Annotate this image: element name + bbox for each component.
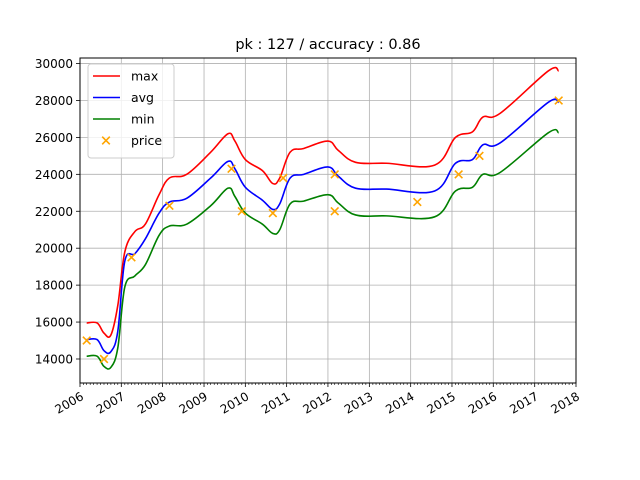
price-marker xyxy=(237,206,247,216)
y-tick-label: 16000 xyxy=(35,316,73,330)
price-marker xyxy=(330,169,340,179)
price-marker xyxy=(412,197,422,207)
chart-title: pk : 127 / accuracy : 0.86 xyxy=(235,37,420,53)
price-marker xyxy=(454,169,464,179)
axis-ticks: 14000 16000 18000 20000 22000 24000 26000 28000… xyxy=(35,57,582,417)
series-lines xyxy=(86,66,560,370)
y-tick-label: 18000 xyxy=(35,279,73,293)
price-marker xyxy=(330,206,340,216)
price-marker xyxy=(475,151,484,161)
y-tick-label: 20000 xyxy=(35,242,73,256)
price-markers xyxy=(82,96,564,364)
legend-label-max: max xyxy=(131,69,158,84)
legend: max avg min price xyxy=(87,63,175,159)
price-marker xyxy=(165,201,174,211)
y-tick-label: 26000 xyxy=(35,131,73,145)
price-marker xyxy=(554,96,564,105)
y-tick-label: 28000 xyxy=(35,94,73,108)
legend-label-avg: avg xyxy=(131,90,154,105)
series-line-max xyxy=(86,66,560,338)
price-marker xyxy=(268,208,278,218)
price-marker xyxy=(127,253,136,262)
y-tick-label: 22000 xyxy=(35,205,73,219)
y-tick-label: 30000 xyxy=(35,57,73,71)
series-line-avg xyxy=(86,98,560,355)
legend-label-min: min xyxy=(131,112,155,127)
legend-box xyxy=(87,63,175,159)
price-marker xyxy=(99,354,109,364)
price-marker xyxy=(227,164,236,174)
y-tick-label: 14000 xyxy=(35,352,73,366)
y-tick-label: 24000 xyxy=(35,168,73,182)
price-marker xyxy=(82,336,92,345)
legend-label-price: price xyxy=(131,133,162,148)
series-line-min xyxy=(86,128,560,370)
legend-swatch-price xyxy=(101,136,111,145)
price-marker xyxy=(278,173,288,183)
